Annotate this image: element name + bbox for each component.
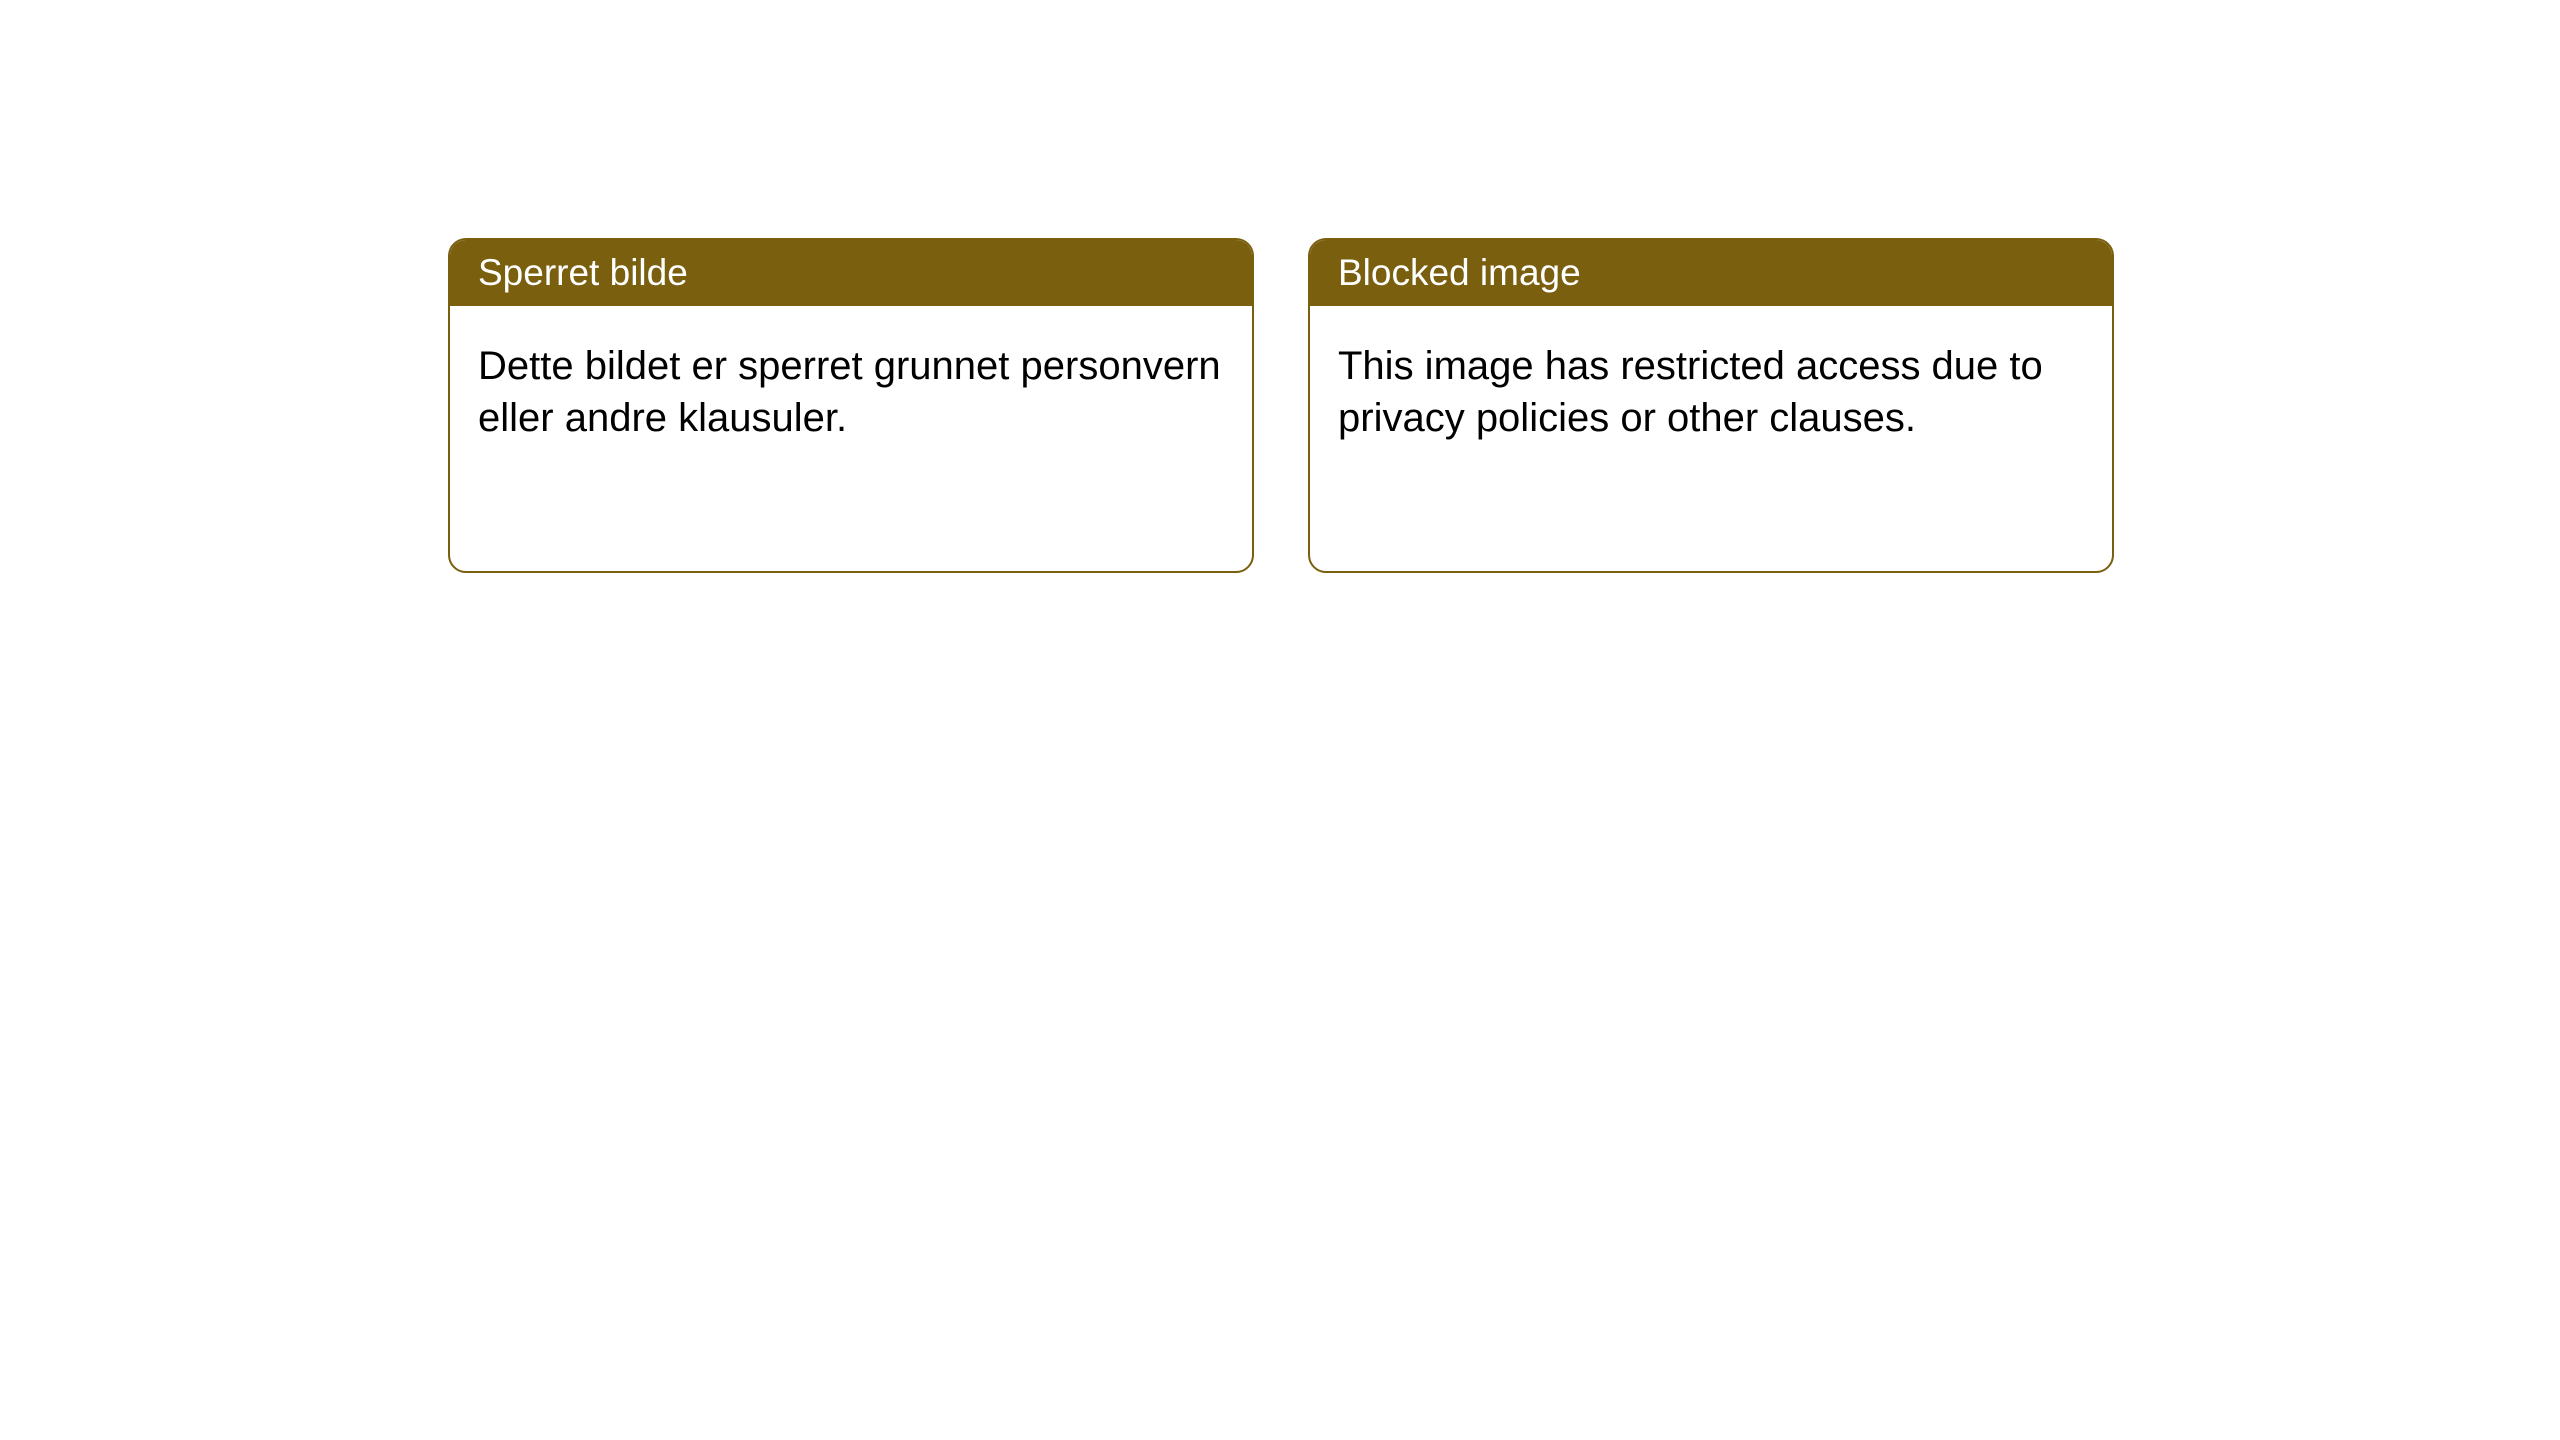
notice-body-text: This image has restricted access due to … [1338,344,2043,440]
notice-card-norwegian: Sperret bilde Dette bildet er sperret gr… [448,238,1254,573]
notice-body: This image has restricted access due to … [1310,306,2112,478]
notice-header: Sperret bilde [450,240,1252,306]
notice-body-text: Dette bildet er sperret grunnet personve… [478,344,1221,440]
notice-body: Dette bildet er sperret grunnet personve… [450,306,1252,478]
notice-header: Blocked image [1310,240,2112,306]
notice-title: Blocked image [1338,252,1581,293]
notice-card-english: Blocked image This image has restricted … [1308,238,2114,573]
notice-title: Sperret bilde [478,252,688,293]
notice-container: Sperret bilde Dette bildet er sperret gr… [0,0,2560,573]
